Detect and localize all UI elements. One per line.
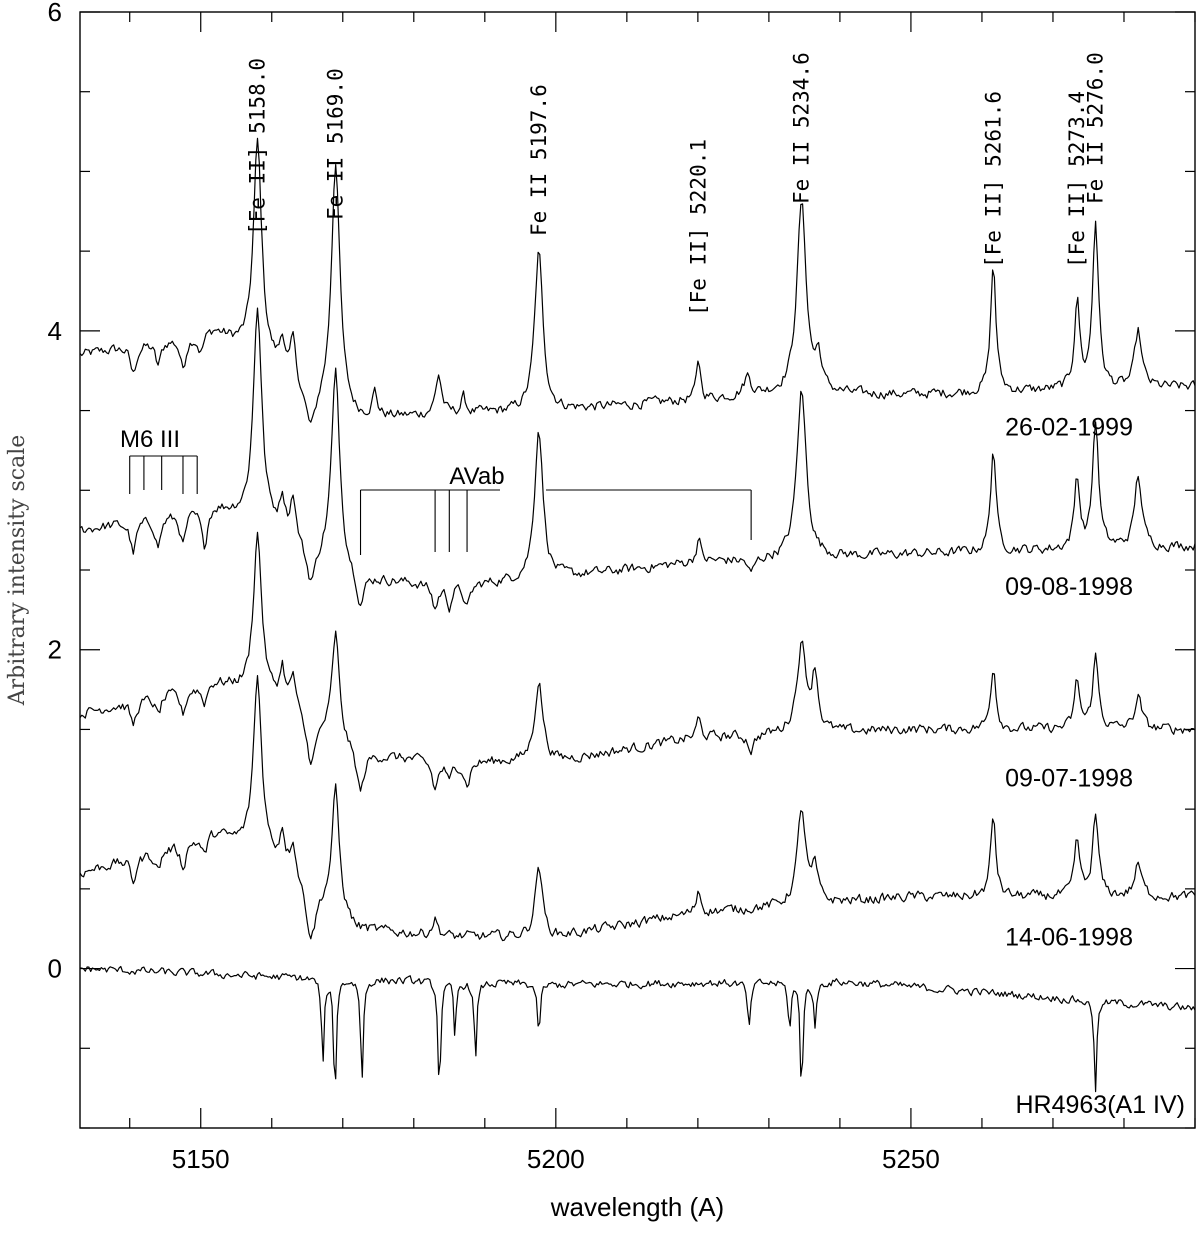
spectrum-line xyxy=(79,307,1196,613)
group-label: M6 III xyxy=(120,426,180,453)
spectra-series xyxy=(79,137,1196,1093)
y-tick-label: 6 xyxy=(48,0,62,27)
line-id-label: Fe II 5169.0 xyxy=(324,68,348,220)
spectrum-label: 09-08-1998 xyxy=(1005,573,1133,601)
y-axis-title: Arbitrary intensity scale xyxy=(5,435,30,707)
x-tick-label: 5150 xyxy=(172,1144,230,1174)
line-id-label: Fe II 5276.0 xyxy=(1084,52,1108,204)
spectrum-label: HR4963(A1 IV) xyxy=(1015,1091,1185,1119)
line-id-label: [Fe II] 5261.6 xyxy=(981,91,1005,268)
spectrum-date-labels: 26-02-1999 09-08-1998 09-07-1998 14-06-1998… xyxy=(1005,414,1185,1120)
emission-line-labels: [Fe II] 5158.0 Fe II 5169.0 Fe II 5197.6 [F… xyxy=(246,52,1108,316)
x-axis-title: wavelength (A) xyxy=(550,1192,724,1222)
line-id-label: Fe II 5197.6 xyxy=(527,84,551,236)
x-tick-label: 5200 xyxy=(527,1144,585,1174)
spectrum-line xyxy=(80,965,1196,1093)
y-tick-label: 0 xyxy=(48,954,62,984)
line-id-label: [Fe II] 5273.4 xyxy=(1065,91,1089,268)
spectrum-line xyxy=(79,531,1196,792)
y-axis: 0 2 4 6 xyxy=(48,0,1195,1129)
x-axis: 5150 5200 5250 xyxy=(129,12,1196,1174)
line-id-label: [Fe II] 5158.0 xyxy=(246,58,270,235)
group-label: AVab xyxy=(449,463,504,490)
line-id-label: [Fe II] 5220.1 xyxy=(687,139,711,316)
y-tick-label: 4 xyxy=(48,316,62,346)
x-tick-label: 5250 xyxy=(882,1144,940,1174)
y-tick-label: 2 xyxy=(48,635,62,665)
spectrum-label: 26-02-1999 xyxy=(1005,414,1133,442)
line-id-label: Fe II 5234.6 xyxy=(790,52,814,204)
spectrum-line xyxy=(79,137,1196,423)
group-markers: M6 III AVab xyxy=(120,426,752,555)
spectrum-line xyxy=(79,675,1196,942)
spectrum-label: 09-07-1998 xyxy=(1005,764,1133,792)
spectrum-label: 14-06-1998 xyxy=(1005,924,1133,952)
